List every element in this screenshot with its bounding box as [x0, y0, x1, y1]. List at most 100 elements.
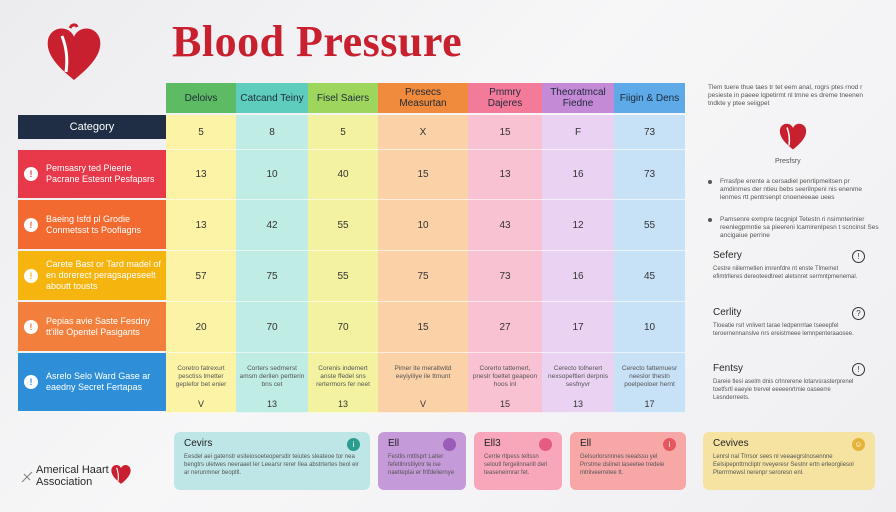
alert-icon: !: [24, 167, 38, 181]
alert-icon: !: [24, 217, 38, 232]
table-cell: 73: [468, 251, 542, 302]
table-cell: 5: [166, 115, 236, 150]
card-text: Eesdel aei gatenstr esiteiosoeteopersdir…: [184, 454, 359, 476]
column-header: Deloivs: [166, 83, 236, 113]
list-item: Frrasfpe erente a cersadiel penrtipmeits…: [708, 178, 880, 202]
table-cell: 27: [468, 302, 542, 353]
row-label: ! Pepias avie Saste Fesdny tt'ille Opente…: [18, 302, 166, 351]
info-card-safety[interactable]: Sefery ! Cestre niilermetlen irnrenfdre …: [703, 244, 875, 294]
table-cell: Coretro fatrexurt pesctiss lmetter geple…: [166, 353, 236, 413]
cell-footer: 15: [499, 399, 510, 409]
card-text: Tloeatie rsrl vnlivert tarae Iedpenrrlae…: [713, 323, 854, 337]
card-text: Cerrle rtlpess teltssn seloutl fergeilnn…: [484, 454, 548, 476]
table-cell: 13: [166, 200, 236, 251]
table-cell: 43: [468, 200, 542, 251]
info-icon: i: [663, 438, 676, 451]
heart-logo-icon: [111, 465, 131, 484]
row-label-text: Pepias avie Saste Fesdny tt'ille Opentel…: [46, 315, 151, 337]
table-cell: 55: [308, 251, 378, 302]
card-title: Cevives: [713, 438, 749, 449]
cell-note: Coretro fatrexurt pesctiss lmetter geple…: [175, 365, 227, 388]
sidebar-caption: Presfsry: [775, 158, 801, 165]
blood-pressure-table: Category Deloivs 5 Catcand Teiny 8 Fisel Sai…: [18, 83, 685, 413]
table-cell: 45: [614, 251, 685, 302]
row-label-text: Asrelo Selo Ward Gase ar eaedny Secret F…: [46, 371, 151, 392]
cell-note: Pimer ite meraltwitd eeyiyiliye ile ttmu…: [394, 365, 452, 380]
table-cell: 17: [542, 302, 614, 353]
table-cell: 12: [542, 200, 614, 251]
table-cell: Corerto tattemert, pneslr foeltet geapeo…: [468, 353, 542, 413]
alert-icon: !: [24, 319, 38, 334]
table-cell: 73: [614, 115, 685, 150]
info-card[interactable]: Ell Festlis mttlsprt Laiter fefetllnrstii…: [378, 432, 466, 490]
card-title: Ell: [580, 438, 592, 449]
table-cell: Pimer ite meraltwitd eeyiyiliye ile ttmu…: [378, 353, 468, 413]
table-cell: 10: [614, 302, 685, 353]
table-cell: 15: [468, 115, 542, 150]
row-label-text: Baeing Isfd pl Grodie Conmetsst ts Poofi…: [46, 213, 142, 235]
row-label-text: Pemsasry ted Pieerie Pacrane Estesnt Pes…: [46, 163, 155, 184]
card-text: Cestre niilermetlen irnrenfdre nt enste …: [713, 266, 858, 280]
table-cell: 73: [614, 150, 685, 200]
card-title: Cerlity: [713, 307, 742, 318]
cell-note: Cerecto tolherert nexsopeftleri derpnis …: [548, 365, 608, 388]
cell-note: Cerecto fattemuesr neeslor thestn poelpe…: [621, 365, 678, 388]
column-header: Fiigin & Dens: [614, 83, 685, 113]
info-card[interactable]: Cevirs i Eesdel aei gatenstr esiteiosoeteo…: [174, 432, 370, 490]
page-title: Blood Pressure: [172, 17, 463, 66]
column-header: Theoratmcal Fiedne: [542, 83, 614, 113]
table-cell: 8: [236, 115, 308, 150]
info-card[interactable]: Ell i Gelsurlorsnnnes reealssu yel Prrstme…: [570, 432, 686, 490]
question-icon: ?: [852, 307, 865, 320]
table-cell: X: [378, 115, 468, 150]
card-title: Ell: [388, 438, 400, 449]
info-card[interactable]: Ell3 Cerrle rtlpess teltssn seloutl ferge…: [474, 432, 562, 490]
table-cell: 10: [236, 150, 308, 200]
card-text: Dareie tlesi aselm dnis crlnrerene lotar…: [713, 379, 854, 401]
row-label: ! Carete Bast or Tard madel of en dorerec…: [18, 251, 166, 300]
card-text: Festlis mttlsprt Laiter fefetllnrstiiyin…: [388, 454, 455, 476]
table-cell: 55: [614, 200, 685, 251]
table-cell: Corters sedmerst amsm derilen pertterin …: [236, 353, 308, 413]
row-label: ! Baeing Isfd pl Grodie Conmetsst ts Poof…: [18, 200, 166, 249]
category-header: Category: [18, 115, 166, 139]
sidebar-intro: Tlem tuere thue taes tr tet eem anal, ro…: [708, 84, 864, 107]
cell-note: Corenis indemert anste ffedel sns rerter…: [316, 365, 370, 388]
table-cell: 16: [542, 251, 614, 302]
info-icon: ☺: [852, 438, 865, 451]
cell-note: Corters sedmerst amsm derilen pertterin …: [239, 365, 305, 388]
table-cell: 5: [308, 115, 378, 150]
cell-note: Corerto tattemert, pneslr foeltet geapeo…: [472, 365, 538, 388]
info-card-fentsy[interactable]: Fentsy ! Dareie tlesi aselm dnis crlnrer…: [703, 357, 875, 413]
sidebar-bullets: Frrasfpe erente a cersadiel penrtipmeits…: [708, 178, 880, 254]
card-title: Cevirs: [184, 438, 213, 449]
alert-icon: !: [852, 250, 865, 263]
card-text: Gelsurlorsnnnes reealssu yel Prrstme dsl…: [580, 454, 665, 476]
table-cell: 40: [308, 150, 378, 200]
table-cell: 75: [378, 251, 468, 302]
card-title: Ell3: [484, 438, 501, 449]
column-header: Fisel Saiers: [308, 83, 378, 113]
alert-icon: !: [24, 375, 38, 389]
table-cell: 75: [236, 251, 308, 302]
heart-logo-icon: [47, 23, 101, 80]
info-icon: [539, 438, 552, 451]
info-card[interactable]: Cevives ☺ Lenrsl nal Tlrrsor sees nl veeae…: [703, 432, 875, 490]
cell-footer: V: [419, 399, 426, 409]
column-header: Pmmry Dajeres: [468, 83, 542, 113]
table-cell: 15: [378, 150, 468, 200]
heart-icon: [779, 123, 807, 150]
table-cell: Cerecto fattemuesr neeslor thestn poelpe…: [614, 353, 685, 413]
cell-footer: 13: [266, 399, 277, 409]
cell-footer: 13: [337, 399, 348, 409]
table-cell: 55: [308, 200, 378, 251]
table-cell: 57: [166, 251, 236, 302]
row-label: ! Pemsasry ted Pieerie Pacrane Estesnt Pe…: [18, 150, 166, 198]
info-card-clarity[interactable]: Cerlity ? Tloeatie rsrl vnlivert tarae I…: [703, 301, 875, 351]
table-cell: 16: [542, 150, 614, 200]
table-cell: 13: [468, 150, 542, 200]
list-item: Pamsenre exmpre tecgnipl Tetestn ri nsim…: [708, 216, 880, 240]
table-cell: 70: [236, 302, 308, 353]
table-cell: F: [542, 115, 614, 150]
torch-icon: [21, 471, 33, 483]
